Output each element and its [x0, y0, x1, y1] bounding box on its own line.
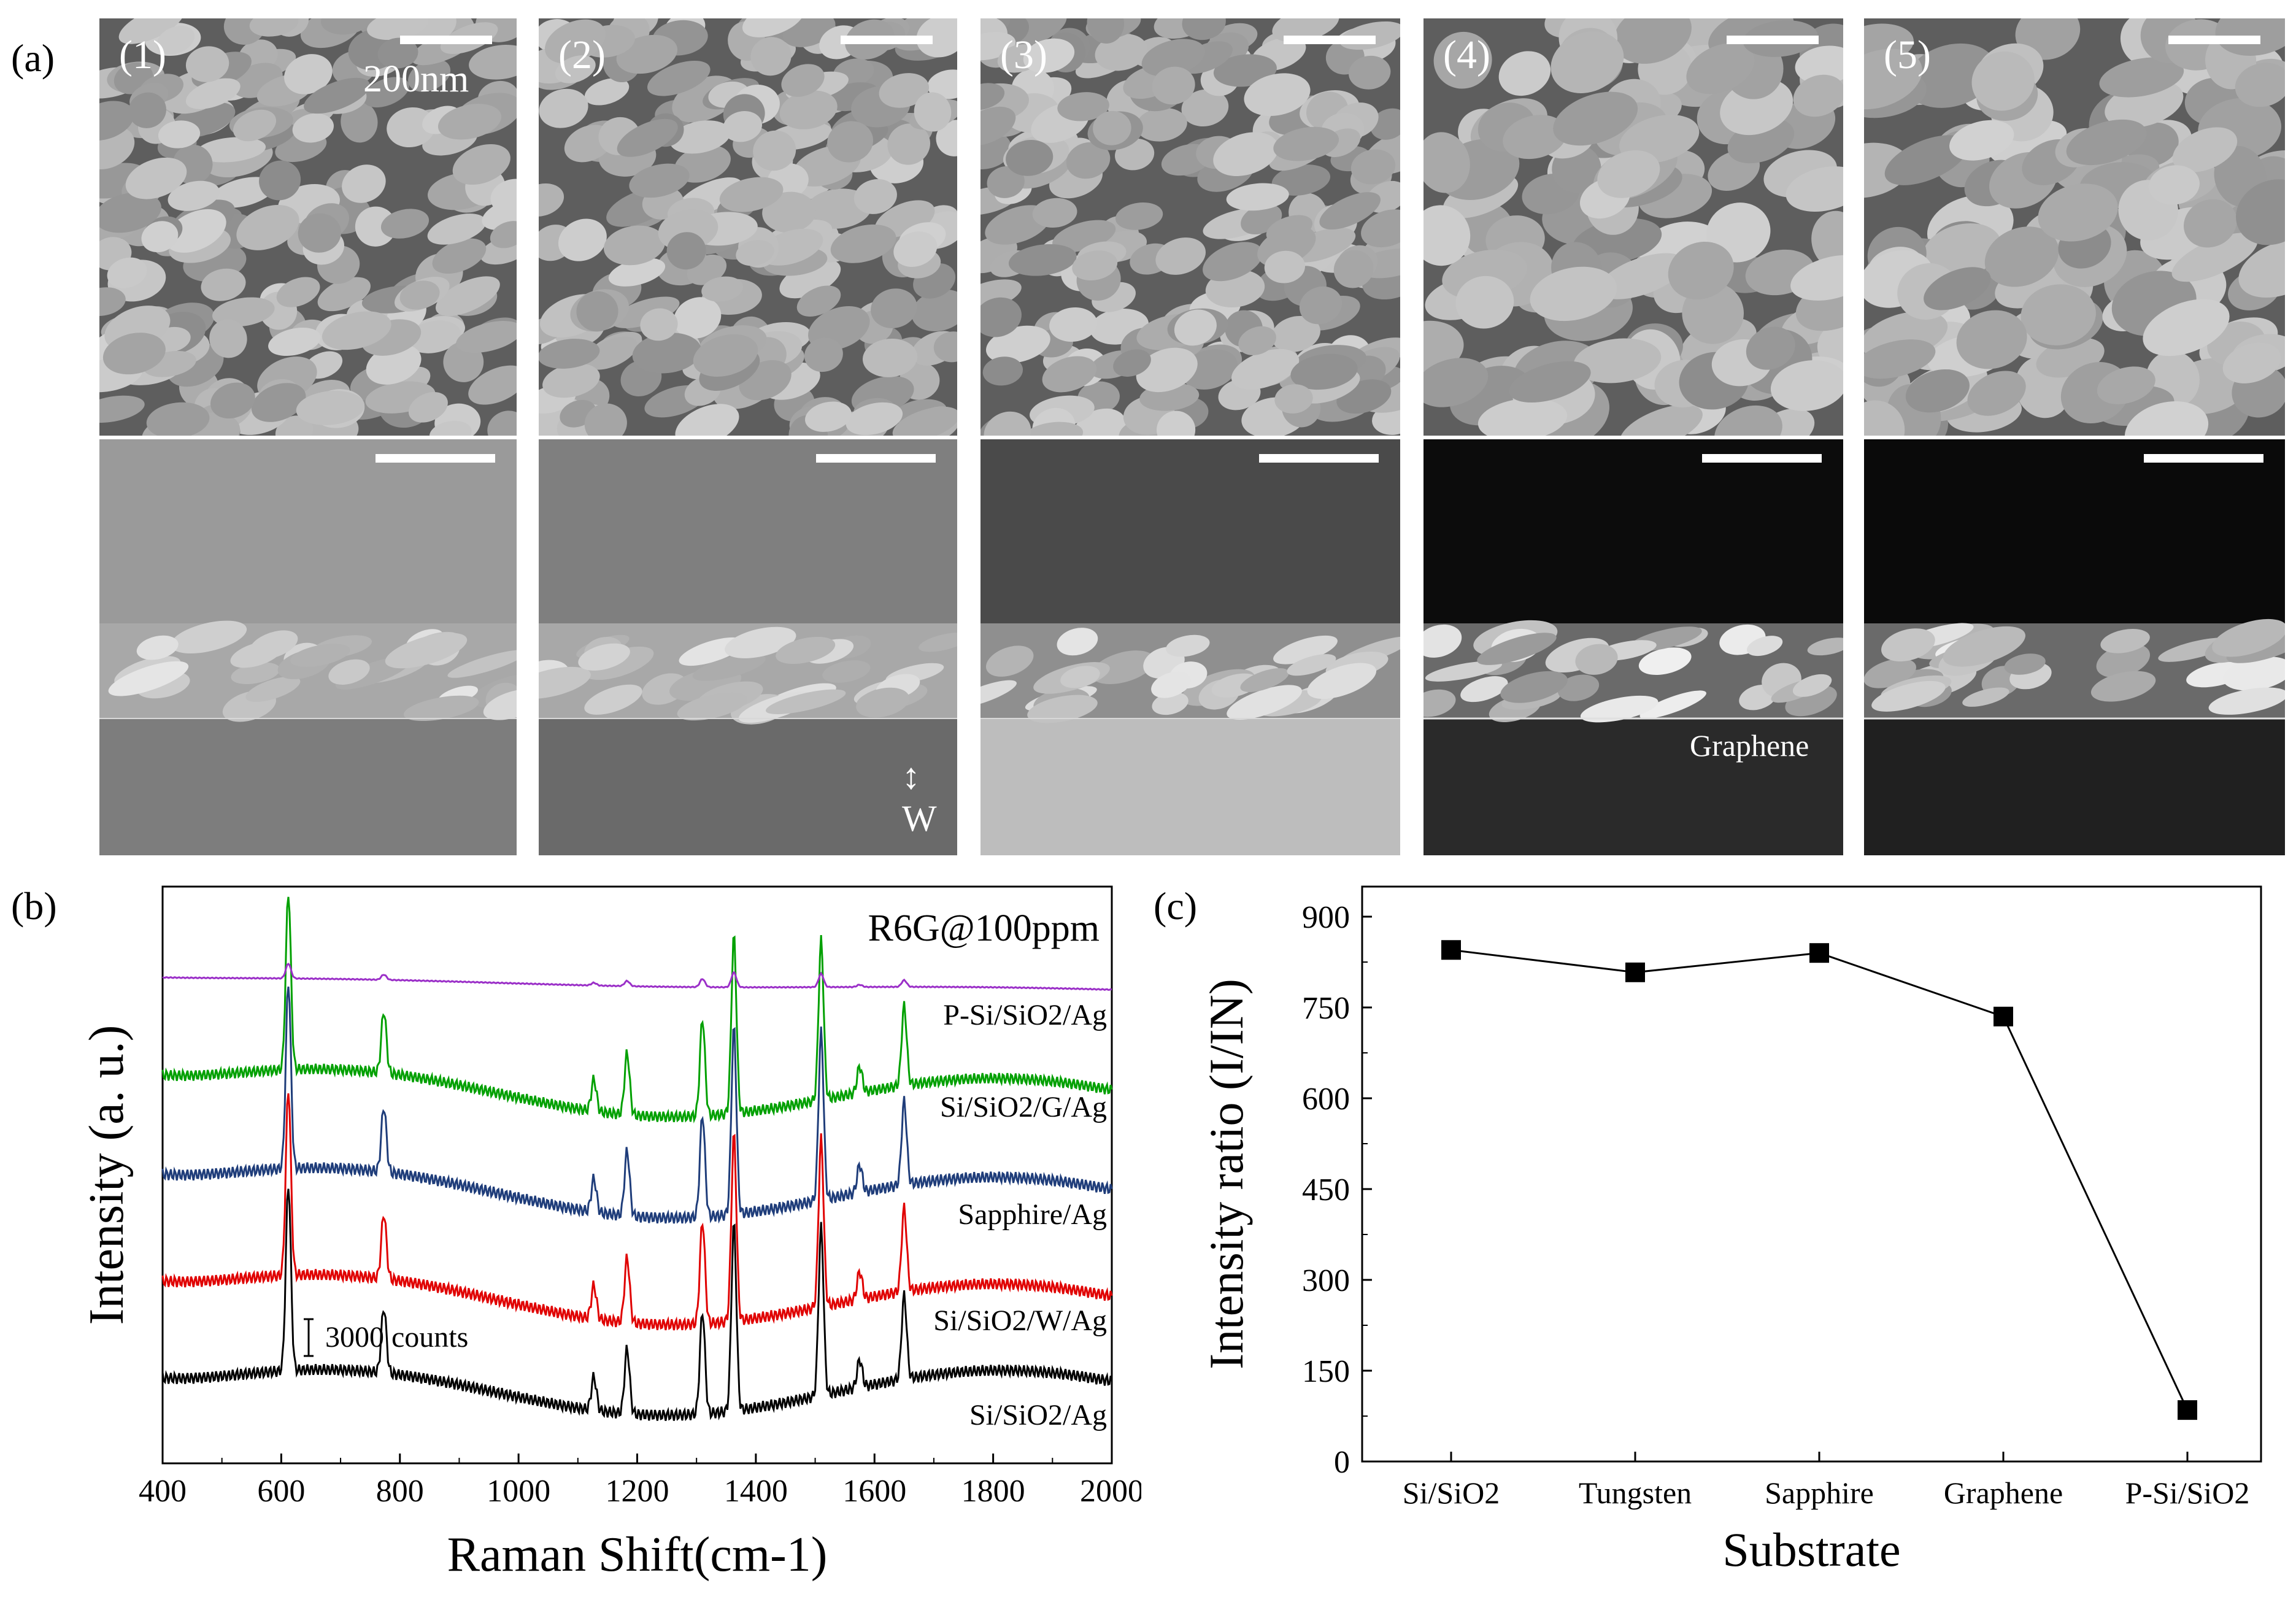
- data-point-1: [1441, 940, 1461, 960]
- panel-label-a: (a): [11, 36, 55, 80]
- graphene-label: Graphene: [1690, 728, 1809, 763]
- plot-frame: [1361, 885, 2262, 1463]
- spectrum-label-5: P-Si/SiO2/Ag: [943, 999, 1107, 1031]
- y-tick-label: 600: [1302, 1082, 1350, 1117]
- spectrum-line-4: [161, 896, 1113, 1124]
- sem-top-view-2: (2): [539, 18, 957, 436]
- spectrum-line-2: [161, 1093, 1113, 1331]
- scale-bar-label: 200nm: [363, 58, 469, 100]
- x-category-label: Sapphire: [1765, 1476, 1874, 1510]
- x-category-label: Si/SiO2: [1403, 1476, 1500, 1510]
- sem-panel-label-1: (1): [119, 33, 166, 77]
- sem-top-view-5: (5): [1864, 18, 2285, 436]
- y-tick-label: 750: [1302, 991, 1350, 1026]
- spectrum-line-5: [162, 962, 1112, 992]
- sem-cross-section-3: [980, 439, 1400, 855]
- intensity-ratio-chart: 0 150 300 450 600 750 900 Si/SiO2 Tungsten Sapphi…: [1200, 885, 2262, 1576]
- spectrum-line-3: [161, 986, 1113, 1225]
- sem-panel-label-5: (5): [1884, 33, 1931, 77]
- y-tick-label: 150: [1302, 1354, 1350, 1389]
- x-tick-label: 1000: [487, 1474, 550, 1509]
- w-annotation: ↕ W: [902, 756, 937, 839]
- spectrum-label-2: Si/SiO2/W/Ag: [933, 1304, 1107, 1337]
- data-point-2: [1625, 962, 1645, 982]
- raman-spectra-chart: 400 600 800 1000 1200 1400 1600 1800 2000 Raman S…: [80, 885, 1141, 1582]
- x-tick-label: 1400: [724, 1474, 788, 1509]
- x-tick-label: 600: [257, 1474, 305, 1509]
- scale-bar: [1702, 454, 1822, 463]
- y-axis-label: Intensity ratio (I/IN): [1200, 979, 1253, 1369]
- sem-panel-label-3: (3): [1000, 33, 1047, 77]
- sem-top-view-4: (4): [1423, 18, 1843, 436]
- x-tick-label: 1600: [842, 1474, 906, 1509]
- spectrum-label-4: Si/SiO2/G/Ag: [940, 1091, 1107, 1123]
- x-category-label: Graphene: [1944, 1476, 2063, 1510]
- panel-label-c: (c): [1154, 884, 1198, 928]
- spectrum-line-1: [161, 1188, 1113, 1422]
- sem-panel-label-4: (4): [1443, 33, 1490, 77]
- scale-bar: [1284, 36, 1376, 44]
- ratio-line: [1450, 949, 2189, 1411]
- scale-bar: [1259, 454, 1379, 463]
- x-tick-label: 400: [139, 1474, 187, 1509]
- data-point-5: [2178, 1400, 2197, 1420]
- y-tick-label: 450: [1302, 1173, 1350, 1207]
- data-point-4: [1994, 1006, 2013, 1026]
- x-axis-label: Raman Shift(cm-1): [447, 1528, 828, 1582]
- sem-cross-section-2: ↕ W: [539, 439, 957, 855]
- x-axis-label: Substrate: [1722, 1523, 1900, 1576]
- sem-cross-section-1: [99, 439, 517, 855]
- sem-top-view-3: (3): [980, 18, 1400, 436]
- scale-bar: [2168, 36, 2260, 44]
- spectrum-label-3: Sapphire/Ag: [958, 1198, 1107, 1231]
- scale-bar: [841, 36, 933, 44]
- scale-bar: [2144, 454, 2263, 463]
- sem-top-view-1: (1) 200nm: [99, 18, 517, 436]
- x-category-label: P-Si/SiO2: [2125, 1476, 2250, 1510]
- x-tick-label: 1200: [606, 1474, 669, 1509]
- y-axis-label: Intensity (a. u.): [80, 1025, 134, 1325]
- sem-cross-section-4: Graphene: [1423, 439, 1843, 855]
- intensity-scale-label: 3000 counts: [325, 1321, 468, 1354]
- y-tick-label: 0: [1334, 1445, 1350, 1480]
- scale-bar: [400, 36, 492, 44]
- x-tick-label: 2000: [1080, 1474, 1141, 1509]
- scale-bar: [1727, 36, 1819, 44]
- panel-label-b: (b): [11, 884, 57, 928]
- sem-cross-section-5: [1864, 439, 2285, 855]
- sem-panel-label-2: (2): [558, 33, 606, 77]
- data-point-3: [1809, 943, 1829, 963]
- y-tick-label: 300: [1302, 1263, 1350, 1298]
- scale-bar: [816, 454, 936, 463]
- spectrum-label-1: Si/SiO2/Ag: [969, 1399, 1107, 1431]
- chart-title: R6G@100ppm: [868, 907, 1100, 949]
- x-tick-label: 800: [376, 1474, 424, 1509]
- scale-bar: [376, 454, 495, 463]
- y-tick-label: 900: [1302, 900, 1350, 935]
- x-tick-label: 1800: [961, 1474, 1025, 1509]
- x-category-label: Tungsten: [1579, 1476, 1692, 1510]
